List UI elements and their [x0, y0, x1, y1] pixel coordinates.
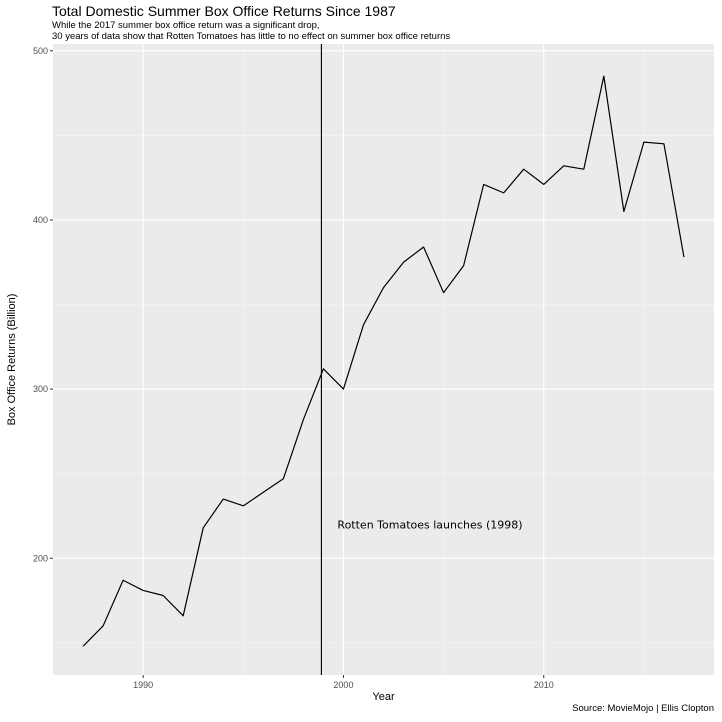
chart-title: Total Domestic Summer Box Office Returns… — [52, 3, 396, 19]
chart-subtitle: While the 2017 summer box office return … — [52, 20, 450, 42]
y-tick-label: 500 — [33, 46, 48, 56]
chart-caption: Source: MovieMojo | Ellis Clopton — [572, 703, 714, 714]
x-tick-label: 2000 — [333, 680, 353, 690]
chart-subtitle-line-1: While the 2017 summer box office return … — [52, 20, 320, 31]
y-tick-label: 300 — [33, 384, 48, 394]
chart-subtitle-line-2: 30 years of data show that Rotten Tomato… — [52, 31, 451, 42]
x-tick-label: 2010 — [534, 680, 554, 690]
x-tick-label: 1990 — [133, 680, 153, 690]
rotten-tomatoes-annotation: Rotten Tomatoes launches (1998) — [337, 518, 522, 531]
major-gridlines — [53, 44, 714, 675]
axis-ticks — [50, 50, 545, 678]
y-tick-label: 200 — [33, 553, 48, 563]
y-axis-title: Box Office Returns (Billion) — [6, 294, 18, 426]
y-tick-label: 400 — [33, 215, 48, 225]
minor-gridlines — [53, 44, 714, 675]
box-office-series-line — [82, 75, 685, 647]
x-axis-title: Year — [372, 691, 395, 703]
axis-tick-labels: 1990 2000 2010 200 300 400 500 — [33, 46, 554, 690]
plot-panel — [53, 44, 714, 675]
